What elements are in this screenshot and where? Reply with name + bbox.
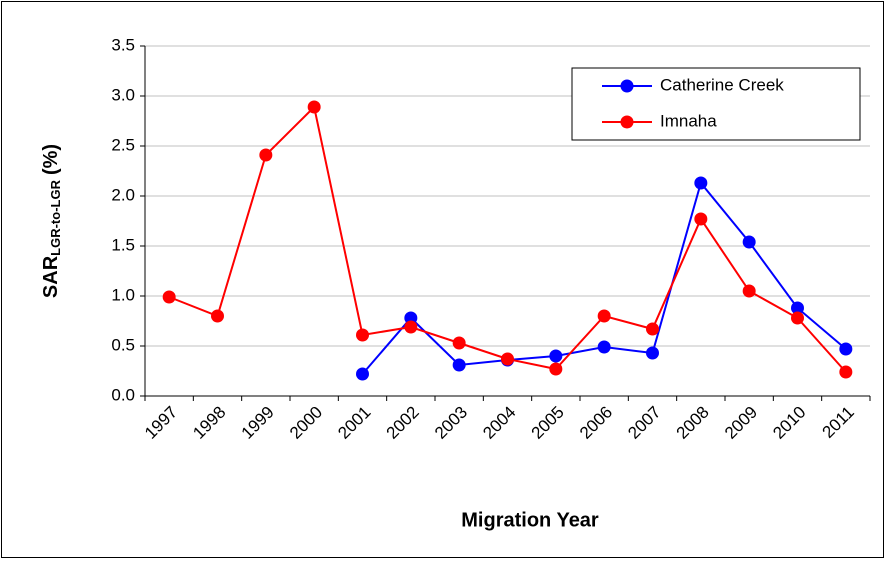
y-tick-label: 3.0: [111, 85, 135, 104]
y-tick-label: 0.5: [111, 335, 135, 354]
data-point: [549, 349, 563, 363]
x-tick-label: 2009: [721, 403, 761, 443]
x-tick-label: 2008: [673, 403, 713, 443]
legend: Catherine Creek Imnaha: [571, 67, 861, 141]
x-tick-label: 2010: [769, 403, 809, 443]
legend-label: Imnaha: [660, 111, 717, 130]
data-point: [597, 340, 611, 354]
data-point: [404, 320, 418, 334]
y-label-unit: (%): [40, 144, 62, 175]
data-point: [694, 212, 708, 226]
data-point: [452, 358, 466, 372]
x-tick-label: 1998: [189, 403, 229, 443]
y-tick-label: 3.5: [111, 35, 135, 54]
data-point: [452, 336, 466, 350]
legend-box: [571, 67, 861, 141]
x-tick-label: 2005: [528, 403, 568, 443]
x-tick-label: 2000: [286, 403, 326, 443]
data-point: [549, 362, 563, 376]
data-point: [356, 328, 369, 342]
legend-marker: [620, 79, 634, 93]
y-tick-label: 0.0: [111, 385, 135, 404]
data-point: [356, 367, 369, 381]
data-point: [646, 346, 659, 360]
y-label-main: SAR: [40, 255, 62, 298]
y-tick-label: 2.5: [111, 135, 135, 154]
data-point: [162, 290, 176, 304]
y-tick-label: 1.5: [111, 235, 135, 254]
data-point: [839, 365, 853, 379]
y-tick-label: 1.0: [111, 285, 135, 304]
data-point: [791, 311, 804, 325]
x-tick-label: 1997: [141, 403, 181, 443]
legend-marker: [620, 115, 634, 129]
data-point: [791, 301, 804, 315]
y-label-sub: LGR-to-LGR: [48, 179, 63, 255]
data-point: [742, 235, 756, 249]
data-point: [307, 100, 321, 114]
data-point: [742, 284, 756, 298]
x-tick-label: 1999: [238, 403, 278, 443]
data-point: [597, 309, 611, 323]
data-point: [839, 342, 853, 356]
x-tick-label: 2007: [624, 403, 664, 443]
x-tick-label: 2001: [334, 403, 374, 443]
x-tick-label: 2003: [431, 403, 471, 443]
y-axis-label: SARLGR-to-LGR (%): [40, 144, 63, 298]
x-tick-label: 2004: [479, 403, 519, 443]
data-point: [211, 309, 224, 323]
x-tick-label: 2002: [383, 403, 423, 443]
y-tick-label: 2.0: [111, 185, 135, 204]
x-axis-label: Migration Year: [461, 509, 599, 531]
legend-label: Catherine Creek: [660, 75, 784, 94]
data-point: [404, 311, 418, 325]
data-point: [259, 148, 273, 162]
x-tick-label: 2011: [819, 403, 858, 442]
data-point: [646, 322, 659, 336]
x-tick-label: 2006: [576, 403, 616, 443]
data-point: [501, 352, 514, 366]
data-point: [694, 176, 708, 190]
